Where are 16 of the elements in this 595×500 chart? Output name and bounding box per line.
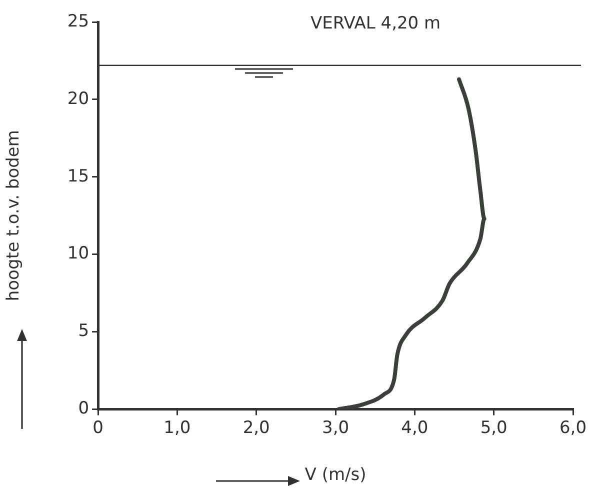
x-axis-title: V (m/s) xyxy=(304,465,366,486)
y-tick-label: 25 xyxy=(67,11,90,32)
x-tick-label: 2,0 xyxy=(242,418,270,438)
x-tick-label: 6,0 xyxy=(559,418,587,438)
x-tick-label: 3,0 xyxy=(322,418,350,438)
x-tick-label: 4,0 xyxy=(401,418,428,438)
x-tick-label: 0 xyxy=(92,418,104,438)
y-tick-label: 0 xyxy=(78,398,90,419)
y-tick-label: 20 xyxy=(67,88,90,109)
annotation: VERVAL 4,20 m xyxy=(310,13,441,34)
x-tick-label: 5,0 xyxy=(480,418,508,438)
y-tick-label: 15 xyxy=(67,166,90,186)
y-tick-label: 5 xyxy=(78,321,90,342)
y-tick-label: 10 xyxy=(67,244,90,264)
x-tick-label: 1,0 xyxy=(164,418,191,438)
y-axis-title: hoogte t.o.v. bodem xyxy=(4,130,24,302)
